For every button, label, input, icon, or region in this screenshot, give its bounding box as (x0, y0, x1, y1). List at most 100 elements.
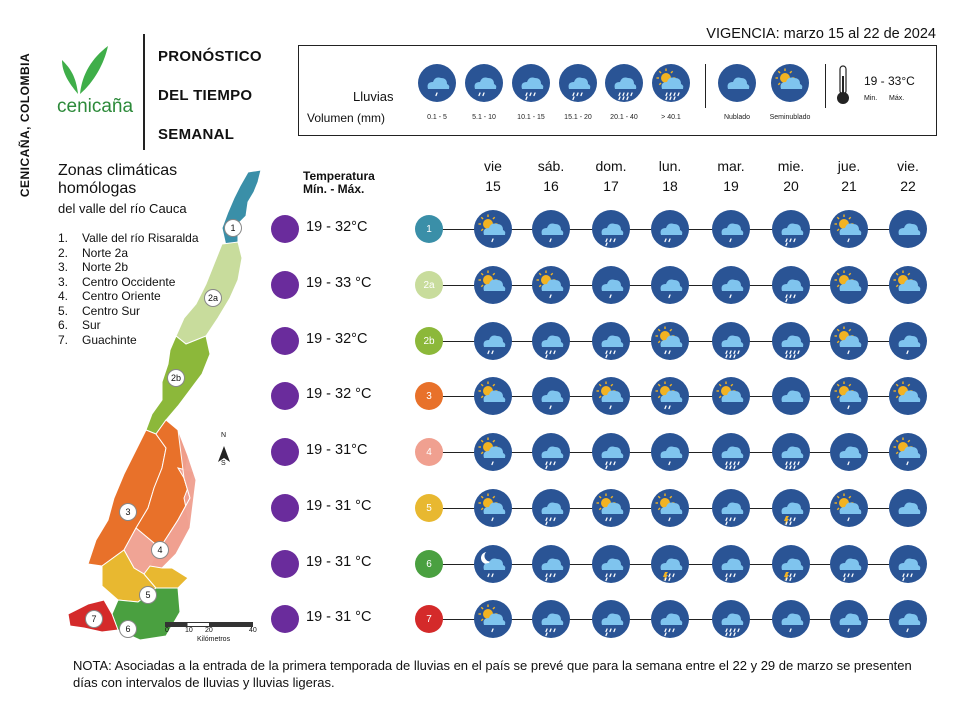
temperature-value: 19 - 31 °C (306, 498, 372, 514)
map-zone-label: 2b (167, 369, 185, 387)
forecast-weather-icon (830, 489, 868, 527)
forecast-weather-icon (474, 545, 512, 583)
zone-list-item: 2. Norte 2a (58, 246, 199, 261)
zones-title: Zonas climáticas homólogas (58, 162, 177, 198)
legend-rain-range-1: 0.1 - 5 (427, 114, 447, 121)
zone-list-number: 1. (58, 231, 69, 245)
forecast-weather-icon (592, 489, 630, 527)
valle-cauca-map (67, 169, 262, 641)
temperature-dot (271, 271, 299, 299)
zone-badge: 7 (415, 605, 443, 633)
zone-list-item: 3. Norte 2b (58, 260, 199, 275)
legend-divider-2 (825, 64, 827, 108)
scale-bar: 0 10 20 40 Kilómetros (165, 622, 265, 643)
zone-list-item: 7. Guachinte (58, 333, 199, 348)
day-name: vie (484, 158, 502, 174)
legend-rain-range-5: 20.1 - 40 (610, 114, 638, 121)
legend-temp-min: Min. (864, 95, 878, 102)
temperature-dot (271, 605, 299, 633)
forecast-weather-icon (651, 377, 689, 415)
vigencia: VIGENCIA: marzo 15 al 22 de 2024 (706, 26, 936, 42)
scale-tick-0: 0 (165, 627, 169, 634)
temperature-value: 19 - 32 °C (306, 386, 372, 402)
forecast-weather-icon (592, 377, 630, 415)
side-label: CENICAÑA, COLOMBIA (14, 40, 36, 210)
cenicana-logo (62, 46, 108, 94)
forecast-weather-icon (889, 377, 927, 415)
forecast-weather-icon (474, 322, 512, 360)
zone-list-number: 3. (58, 260, 69, 274)
temperature-value: 19 - 31°C (306, 442, 368, 458)
forecast-weather-icon (889, 322, 927, 360)
day-header: mie. 20 (768, 156, 814, 196)
scale-tick-10: 10 (185, 627, 193, 634)
map-zone-label: 1 (224, 219, 242, 237)
legend-divider-1 (705, 64, 707, 108)
forecast-weather-icon (474, 433, 512, 471)
temperature-header: Temperatura Mín. - Máx. (303, 170, 375, 196)
day-header: dom. 17 (588, 156, 634, 196)
temperature-value: 19 - 32°C (306, 331, 368, 347)
scale-tick-20: 20 (205, 627, 213, 634)
forecast-weather-icon (532, 322, 570, 360)
forecast-weather-icon (830, 377, 868, 415)
legend-rain-icon-2 (465, 64, 503, 102)
day-number: 18 (662, 178, 678, 194)
zone-list-item: 3. Centro Occidente (58, 275, 199, 290)
forecast-weather-icon (651, 600, 689, 638)
map-zone-label: 5 (139, 586, 157, 604)
forecast-weather-icon (592, 322, 630, 360)
zone-list-number: 2. (58, 245, 69, 260)
map-zone-label: 3 (119, 503, 137, 521)
forecast-weather-icon (889, 210, 927, 248)
day-number: 20 (783, 178, 799, 194)
zones-subtitle: del valle del río Cauca (58, 201, 187, 216)
zone-list-name: Norte 2b (82, 260, 129, 274)
day-header: jue. 21 (826, 156, 872, 196)
side-label-text: CENICAÑA, COLOMBIA (18, 52, 32, 198)
zone-list-item: 5. Centro Sur (58, 304, 199, 319)
forecast-weather-icon (772, 545, 810, 583)
temperature-value: 19 - 32°C (306, 219, 368, 235)
forecast-weather-icon (651, 322, 689, 360)
forecast-weather-icon (772, 266, 810, 304)
zone-list-name: Norte 2a (82, 245, 129, 260)
zone-list-item: 6. Sur (58, 318, 199, 333)
title-line-2: DEL TIEMPO (158, 87, 253, 104)
forecast-weather-icon (592, 600, 630, 638)
day-name: dom. (595, 158, 627, 174)
day-number: 17 (603, 178, 619, 194)
legend-rain-range-3: 10.1 - 15 (517, 114, 545, 121)
zone-list-name: Centro Sur (82, 303, 141, 318)
forecast-weather-icon (830, 322, 868, 360)
forecast-weather-icon (532, 489, 570, 527)
day-header: vie. 22 (885, 156, 931, 196)
forecast-weather-icon (592, 266, 630, 304)
forecast-weather-icon (532, 545, 570, 583)
forecast-weather-icon (772, 600, 810, 638)
zones-list: 1. Valle del río Risaralda 2. Norte 2a 3. Nor… (58, 231, 199, 347)
temperature-dot (271, 494, 299, 522)
compass-south: S (221, 460, 226, 467)
zone-list-name: Valle del río Risaralda (82, 231, 199, 245)
day-number: 21 (841, 178, 857, 194)
temperature-header-line-1: Temperatura (303, 169, 375, 183)
zone-list-item: 4. Centro Oriente (58, 289, 199, 304)
forecast-weather-icon (651, 266, 689, 304)
day-number: 22 (900, 178, 916, 194)
forecast-weather-icon (830, 433, 868, 471)
legend-rain-icon-1 (418, 64, 456, 102)
forecast-weather-icon (830, 266, 868, 304)
forecast-weather-icon (889, 545, 927, 583)
forecast-weather-icon (772, 377, 810, 415)
forecast-weather-icon (651, 545, 689, 583)
forecast-weather-icon (712, 210, 750, 248)
temperature-value: 19 - 33 °C (306, 275, 372, 291)
temperature-dot (271, 327, 299, 355)
zone-badge: 1 (415, 215, 443, 243)
day-name: mar. (717, 158, 745, 174)
day-header: vie 15 (470, 156, 516, 196)
forecast-weather-icon (889, 600, 927, 638)
compass-icon (218, 446, 230, 462)
forecast-weather-icon (712, 489, 750, 527)
